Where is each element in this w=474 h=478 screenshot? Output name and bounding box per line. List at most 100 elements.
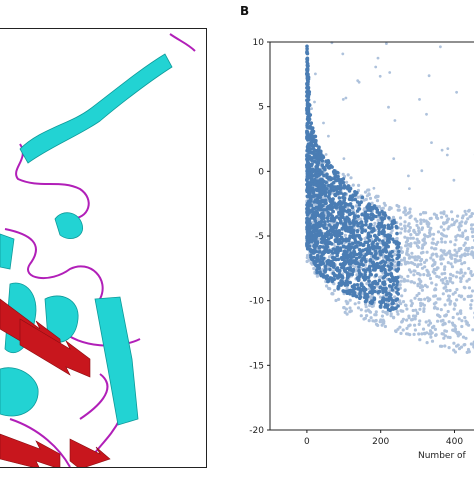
scatter-point xyxy=(408,211,411,214)
scatter-point xyxy=(406,261,409,264)
scatter-point xyxy=(349,299,352,302)
scatter-point xyxy=(410,304,413,307)
y-tick-label: -5 xyxy=(255,232,264,242)
scatter-point xyxy=(458,317,461,320)
scatter-point xyxy=(310,195,314,199)
scatter-point xyxy=(396,313,399,316)
scatter-point xyxy=(408,187,411,190)
scatter-point xyxy=(378,279,382,283)
scatter-point xyxy=(363,292,367,296)
scatter-point xyxy=(406,279,409,282)
scatter-point xyxy=(435,243,438,246)
scatter-point xyxy=(351,193,355,197)
scatter-point xyxy=(413,324,416,327)
scatter-point xyxy=(327,135,330,138)
scatter-point xyxy=(306,222,310,226)
scatter-point xyxy=(418,308,421,311)
scatter-point xyxy=(434,334,437,337)
scatter-point xyxy=(365,305,368,308)
scatter-point xyxy=(468,215,471,218)
scatter-point xyxy=(410,215,413,218)
scatter-point xyxy=(458,347,461,350)
scatter-point xyxy=(428,234,431,237)
scatter-point xyxy=(417,292,420,295)
scatter-point xyxy=(469,295,472,298)
scatter-point xyxy=(362,317,365,320)
scatter-point xyxy=(415,224,418,227)
scatter-point xyxy=(306,125,310,129)
scatter-point xyxy=(419,213,422,216)
scatter-point xyxy=(446,147,449,150)
scatter-point xyxy=(374,249,378,253)
scatter-point xyxy=(397,261,401,265)
scatter-point xyxy=(381,282,385,286)
y-tick-label: -10 xyxy=(249,297,264,307)
scatter-point xyxy=(357,184,360,187)
scatter-point xyxy=(399,283,402,286)
scatter-point xyxy=(426,341,429,344)
scatter-point xyxy=(451,329,454,332)
scatter-point xyxy=(326,159,330,163)
scatter-point xyxy=(370,291,374,295)
scatter-point xyxy=(331,278,335,282)
scatter-point xyxy=(460,319,463,322)
scatter-point xyxy=(344,234,347,237)
scatter-point xyxy=(432,233,435,236)
scatter-point xyxy=(339,208,343,212)
scatter-point xyxy=(342,173,345,176)
scatter-point xyxy=(314,73,317,76)
scatter-point xyxy=(422,219,425,222)
x-tick-label: 400 xyxy=(446,437,463,447)
scatter-point xyxy=(309,249,313,253)
scatter-point xyxy=(343,268,347,272)
scatter-point xyxy=(368,193,371,196)
scatter-point xyxy=(326,231,330,235)
scatter-point xyxy=(364,309,367,312)
scatter-point xyxy=(359,218,362,221)
y-tick-label: -20 xyxy=(249,426,264,436)
scatter-point xyxy=(360,262,364,266)
scatter-point xyxy=(357,207,361,211)
scatter-point xyxy=(405,319,408,322)
scatter-point xyxy=(384,213,388,217)
scatter-point xyxy=(331,216,335,220)
scatter-point xyxy=(344,228,348,232)
scatter-point xyxy=(446,251,449,254)
scatter-point xyxy=(347,209,351,213)
scatter-point xyxy=(307,137,311,141)
scatter-point xyxy=(356,215,360,219)
scatter-point xyxy=(376,210,380,214)
scatter-point xyxy=(318,246,322,250)
scatter-point xyxy=(386,273,390,277)
scatter-point xyxy=(373,320,376,323)
scatter-point xyxy=(331,292,334,295)
scatter-point xyxy=(351,273,355,277)
scatter-point xyxy=(422,273,425,276)
scatter-point xyxy=(329,232,333,236)
scatter-point xyxy=(373,222,376,225)
scatter-point xyxy=(450,223,453,226)
scatter-point xyxy=(345,97,348,100)
scatter-point xyxy=(395,242,399,246)
scatter-point xyxy=(416,265,419,268)
scatter-point xyxy=(443,287,446,290)
scatter-point xyxy=(403,278,406,281)
scatter-point xyxy=(312,245,316,249)
scatter-point xyxy=(319,201,323,205)
scatter-point xyxy=(470,299,473,302)
scatter-point xyxy=(400,294,403,297)
scatter-point xyxy=(351,206,355,210)
scatter-point xyxy=(374,267,378,271)
scatter-point xyxy=(339,279,343,283)
scatter-point xyxy=(349,251,353,255)
scatter-point xyxy=(306,57,310,61)
scatter-point xyxy=(324,275,328,279)
scatter-point xyxy=(456,271,459,274)
scatter-point xyxy=(313,139,317,143)
scatter-point xyxy=(331,210,335,214)
scatter-point xyxy=(342,98,345,101)
scatter-point xyxy=(428,229,431,232)
scatter-point xyxy=(347,173,350,176)
scatter-point xyxy=(439,345,442,348)
